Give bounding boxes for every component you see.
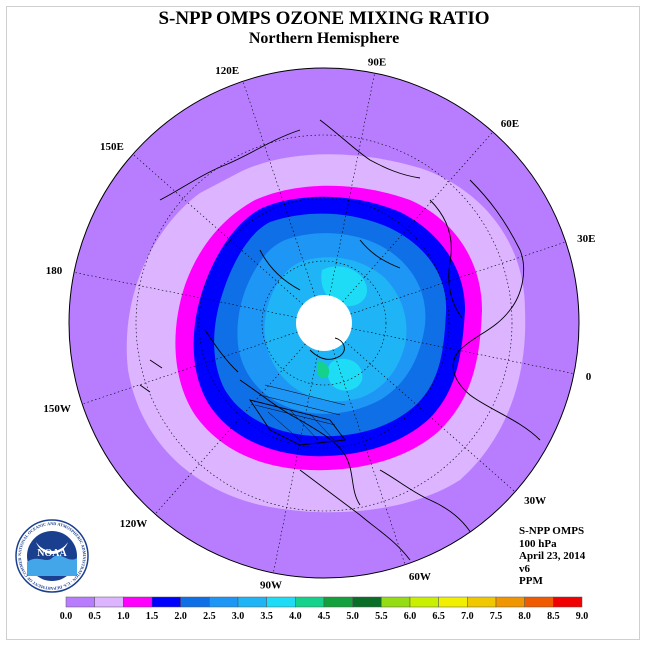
contour-4-0: [316, 361, 330, 379]
info-version: v6: [519, 562, 530, 575]
no-data-polar-cap: [296, 295, 352, 351]
colorbar-tick-label: 3.0: [232, 611, 245, 622]
info-units: PPM: [519, 575, 543, 587]
longitude-label: 90E: [368, 56, 386, 68]
graticule: [74, 73, 574, 573]
colorbar-segment: [467, 596, 497, 608]
longitude-label: 150E: [100, 141, 124, 153]
coastlines: [139, 119, 541, 561]
colorbar-segment: [553, 596, 583, 608]
colorbar-tick-label: 1.5: [146, 611, 159, 622]
colorbar-segment: [94, 596, 124, 608]
longitude-label: 120E: [215, 65, 239, 77]
colorbar-segment: [352, 596, 382, 608]
colorbar-segment: [266, 596, 296, 608]
meridian-line: [344, 341, 516, 493]
colorbar-segment: [524, 596, 554, 608]
longitude-label: 0: [586, 371, 592, 383]
colorbar-segment: [123, 596, 153, 608]
colorbar: 0.0 0.5 1.0 1.5 2.0 2.5 3.0 3.5 4.0 4.5 5.0 5.5 6.0 6…: [60, 596, 589, 622]
colorbar-tick-label: 9.0: [576, 611, 589, 622]
info-instrument: S-NPP OMPS: [519, 525, 585, 537]
colorbar-tick-label: 8.5: [547, 611, 560, 622]
colorbar-segment: [323, 596, 353, 608]
colorbar-segment: [151, 596, 181, 608]
noaa-logo-text: NOAA: [37, 548, 67, 559]
colorbar-tick-label: 6.0: [404, 611, 417, 622]
colorbar-tick-label: 7.5: [490, 611, 503, 622]
colorbar-tick-label: 0.0: [60, 611, 73, 622]
meridian-line: [273, 350, 319, 573]
meridian-line: [242, 81, 316, 297]
colorbar-segment: [65, 596, 95, 608]
longitude-label: 60E: [501, 118, 519, 130]
meridian-line: [351, 328, 574, 374]
longitude-labels: 90E 60E 30E 0 30W 60W 90W 120W 150W 180 150E 120E: [43, 56, 595, 591]
colorbar-tick-label: 4.5: [318, 611, 331, 622]
colorbar-tick-label: 4.0: [289, 611, 302, 622]
colorbar-tick-label: 7.0: [461, 611, 474, 622]
map-title: S-NPP OMPS OZONE MIXING RATIO: [158, 8, 490, 29]
figure-frame: [6, 6, 640, 640]
colorbar-tick-label: 3.5: [260, 611, 273, 622]
meridian-line: [342, 131, 494, 303]
meridian-line: [74, 272, 297, 318]
meridian-line: [132, 153, 304, 305]
colorbar-tick-label: 6.5: [432, 611, 445, 622]
map-subtitle: Northern Hemisphere: [248, 30, 400, 47]
meridian-line: [82, 331, 298, 405]
meridian-line: [329, 73, 375, 296]
longitude-label: 90W: [260, 580, 282, 592]
meridian-line: [154, 343, 306, 515]
longitude-label: 30W: [524, 495, 546, 507]
colorbar-tick-label: 2.5: [203, 611, 216, 622]
colorbar-tick-label: 8.0: [518, 611, 531, 622]
ozone-contours: [74, 73, 574, 573]
colorbar-tick-label: 5.0: [346, 611, 359, 622]
colorbar-segment: [438, 596, 468, 608]
info-level: 100 hPa: [519, 537, 557, 550]
colorbar-tick-label: 2.0: [174, 611, 187, 622]
colorbar-segment: [180, 596, 210, 608]
colorbar-segment: [209, 596, 239, 608]
longitude-label: 150W: [43, 403, 71, 415]
colorbar-tick-label: 1.0: [117, 611, 130, 622]
colorbar-segment: [237, 596, 267, 608]
meridian-line: [332, 349, 406, 565]
longitude-label: 120W: [120, 518, 148, 530]
noaa-logo: NOAA NATIONAL OCEANIC AND ATMOSPHERIC AD…: [14, 518, 89, 593]
colorbar-segment: [495, 596, 525, 608]
meridian-line: [350, 241, 566, 315]
longitude-label: 30E: [577, 233, 595, 245]
colorbar-tick-label: 0.5: [88, 611, 101, 622]
colorbar-segment: [381, 596, 411, 608]
longitude-label: 180: [46, 265, 63, 277]
longitude-label: 60W: [409, 571, 431, 583]
colorbar-segment: [295, 596, 325, 608]
colorbar-segment: [409, 596, 439, 608]
info-date: April 23, 2014: [519, 550, 586, 562]
colorbar-tick-label: 5.5: [375, 611, 388, 622]
map-info: S-NPP OMPS 100 hPa April 23, 2014 v6 PPM: [519, 525, 585, 588]
us-state-grid: [254, 384, 346, 441]
